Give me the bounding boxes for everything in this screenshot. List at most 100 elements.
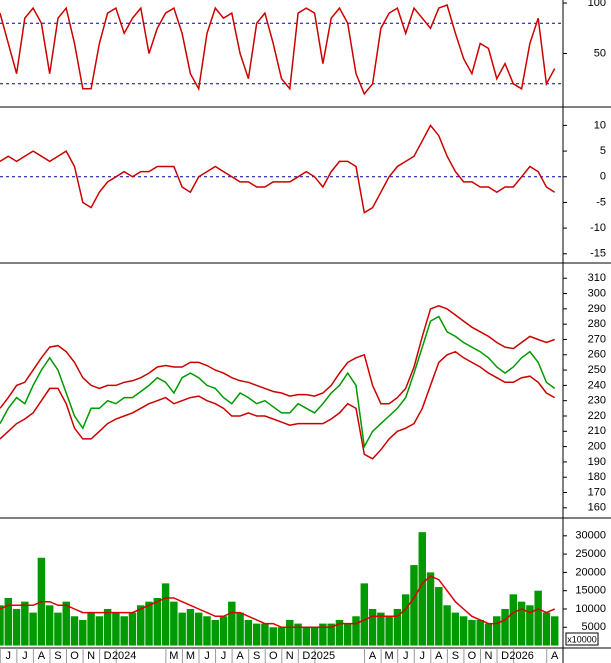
y-tick-label: 310 — [588, 272, 606, 284]
volume-bar — [219, 616, 228, 646]
volume-bar — [459, 616, 468, 646]
x-tick-label: J — [420, 650, 426, 662]
volume-bar — [211, 619, 219, 646]
volume-bar — [29, 612, 37, 646]
y-tick-label: 190 — [588, 456, 606, 468]
volume-bar — [294, 623, 302, 646]
series-line — [0, 315, 556, 449]
y-tick-label: 210 — [588, 425, 606, 437]
y-tick-label: 220 — [588, 410, 606, 422]
volume-bar — [542, 612, 551, 646]
volume-bar — [145, 601, 153, 646]
volume-bar — [137, 605, 145, 646]
volume-bar — [194, 612, 203, 646]
volume-bar — [161, 583, 170, 646]
series-line — [0, 350, 556, 460]
y-tick-label: 180 — [588, 471, 606, 483]
volume-bar — [484, 623, 493, 646]
y-tick-label: 260 — [588, 349, 606, 361]
volume-bar — [286, 619, 294, 646]
x-tick-label: O — [70, 650, 79, 662]
x-tick-label: A — [551, 650, 559, 662]
volume-bar — [327, 623, 335, 646]
volume-bar — [95, 616, 104, 646]
volume-bar — [418, 532, 426, 646]
volume-bar — [526, 605, 534, 646]
unit-box — [565, 632, 599, 646]
x-tick-label: A — [435, 650, 443, 662]
y-tick-label: 240 — [588, 379, 606, 391]
volume-bar — [244, 619, 253, 646]
y-tick-label: 20000 — [575, 566, 606, 578]
volume-bar — [426, 572, 435, 646]
x-tick-label: M — [385, 650, 394, 662]
volume-bar — [12, 608, 21, 646]
volume-bar — [509, 594, 518, 646]
volume-bar — [476, 619, 484, 646]
volume-bar — [319, 623, 327, 646]
volume-bar — [435, 587, 443, 646]
volume-bar — [534, 590, 542, 646]
y-tick-label: 270 — [588, 333, 606, 345]
volume-bar — [269, 627, 277, 646]
volume-bar — [377, 612, 385, 646]
volume-bar — [410, 565, 418, 646]
y-tick-label: 50 — [594, 47, 606, 59]
volume-bar — [128, 612, 137, 646]
volume-bar — [310, 627, 319, 646]
y-tick-label: 200 — [588, 441, 606, 453]
series-line — [0, 4, 556, 96]
volume-bar — [186, 608, 195, 646]
y-tick-label: 10000 — [575, 603, 606, 615]
volume-bar — [501, 608, 509, 646]
volume-bar — [236, 612, 244, 646]
y-tick-label: -5 — [596, 196, 606, 208]
x-tick-label: A — [369, 650, 377, 662]
x-tick-label: N — [87, 650, 95, 662]
volume-bar — [45, 605, 54, 646]
x-tick-label: N — [286, 650, 294, 662]
y-tick-label: 5000 — [582, 621, 606, 633]
volume-bar — [360, 583, 369, 646]
x-tick-label: S — [54, 650, 61, 662]
series-line — [0, 575, 555, 629]
volume-bar — [393, 608, 402, 646]
x-tick-label: 2026 — [509, 650, 533, 662]
x-tick-label: D — [501, 650, 509, 662]
volume-bar — [352, 616, 360, 646]
volume-bar — [112, 612, 120, 646]
x-tick-label: O — [269, 650, 278, 662]
volume-bar — [277, 627, 286, 646]
y-tick-label: 280 — [588, 318, 606, 330]
y-tick-label: 170 — [588, 486, 606, 498]
y-tick-label: 250 — [588, 364, 606, 376]
volume-bar — [302, 627, 311, 646]
x-tick-label: J — [204, 650, 210, 662]
x-tick-label: A — [38, 650, 46, 662]
y-tick-label: 30000 — [575, 530, 606, 542]
y-tick-label: 10 — [594, 119, 606, 131]
volume-bar — [443, 605, 451, 646]
unit-label: x10000 — [567, 634, 597, 644]
volume-bar — [54, 612, 62, 646]
x-tick-label: J — [22, 650, 28, 662]
volume-bar — [468, 619, 476, 646]
volume-bar — [493, 616, 501, 646]
series-line — [0, 304, 555, 409]
volume-bar — [517, 601, 526, 646]
volume-bar — [385, 616, 393, 646]
volume-bar — [103, 608, 112, 646]
x-tick-label: S — [253, 650, 260, 662]
volume-bar — [153, 597, 162, 646]
y-tick-label: 230 — [588, 395, 606, 407]
y-tick-label: 5 — [600, 145, 606, 157]
x-tick-label: 2025 — [311, 650, 335, 662]
volume-bar — [0, 605, 4, 646]
y-tick-label: 290 — [588, 303, 606, 315]
volume-bar — [261, 623, 269, 646]
volume-bar — [62, 601, 70, 646]
x-tick-label: O — [468, 650, 477, 662]
volume-bar — [228, 601, 236, 646]
